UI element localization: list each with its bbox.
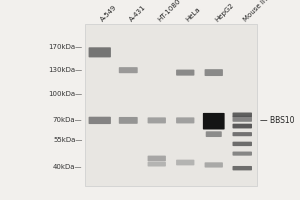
Text: 40kDa—: 40kDa— [53, 164, 82, 170]
FancyBboxPatch shape [232, 166, 252, 170]
Text: 100kDa—: 100kDa— [48, 91, 82, 97]
FancyBboxPatch shape [232, 124, 252, 128]
FancyBboxPatch shape [205, 69, 223, 76]
FancyBboxPatch shape [148, 162, 166, 167]
FancyBboxPatch shape [148, 156, 166, 161]
Text: Mouse liver: Mouse liver [242, 0, 275, 23]
FancyBboxPatch shape [205, 162, 223, 168]
FancyBboxPatch shape [119, 117, 138, 124]
Text: — BBS10: — BBS10 [260, 116, 294, 125]
Text: 130kDa—: 130kDa— [48, 67, 82, 73]
FancyBboxPatch shape [176, 160, 194, 165]
Text: A-431: A-431 [128, 4, 147, 23]
Text: HT-1080: HT-1080 [157, 0, 182, 23]
FancyBboxPatch shape [203, 113, 225, 129]
FancyBboxPatch shape [88, 47, 111, 57]
FancyBboxPatch shape [176, 70, 194, 76]
Text: HeLa: HeLa [185, 6, 202, 23]
FancyBboxPatch shape [119, 67, 138, 73]
FancyBboxPatch shape [232, 132, 252, 136]
Text: 70kDa—: 70kDa— [53, 117, 82, 123]
FancyBboxPatch shape [232, 142, 252, 146]
FancyBboxPatch shape [88, 117, 111, 124]
Text: 55kDa—: 55kDa— [53, 137, 82, 143]
Bar [85, 24, 256, 186]
Text: 170kDa—: 170kDa— [48, 44, 82, 50]
FancyBboxPatch shape [232, 116, 252, 122]
FancyBboxPatch shape [176, 117, 194, 123]
FancyBboxPatch shape [206, 131, 222, 137]
FancyBboxPatch shape [232, 112, 252, 117]
Text: HepG2: HepG2 [214, 2, 235, 23]
FancyBboxPatch shape [148, 117, 166, 123]
FancyBboxPatch shape [232, 152, 252, 156]
Text: A-549: A-549 [100, 4, 118, 23]
